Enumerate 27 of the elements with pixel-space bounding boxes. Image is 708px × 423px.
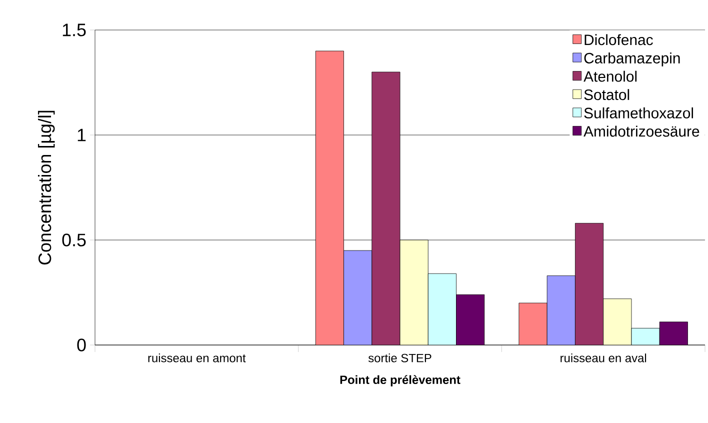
y-tick-label: 1.5: [62, 24, 86, 36]
legend-label: Atenolol: [584, 70, 637, 82]
legend-label: Sulfamethoxazol: [584, 107, 694, 118]
y-axis-title: Concentration [µg/l]: [38, 110, 55, 265]
x-tick-label: ruisseau en amont: [148, 354, 246, 362]
x-tick-label: sortie STEP: [368, 354, 432, 362]
bar: [603, 298, 632, 345]
legend-label: Diclofenac: [584, 34, 653, 46]
bar: [456, 294, 485, 345]
bar: [372, 72, 400, 345]
x-axis-title: Point de prélèvement: [340, 375, 460, 386]
bar: [518, 302, 548, 345]
bar: [315, 50, 344, 345]
y-tick-label: 1: [78, 128, 86, 142]
y-tick-label: 0.5: [62, 234, 86, 246]
bar: [631, 328, 660, 345]
legend-label: Amidotrizoesäure: [584, 126, 700, 137]
bar: [400, 240, 428, 345]
bar: [546, 276, 576, 345]
x-tick-label: ruisseau en aval: [560, 354, 646, 362]
bar: [575, 223, 604, 345]
bar: [659, 322, 688, 345]
y-tick-label: 0: [77, 338, 86, 352]
bar: [428, 273, 456, 345]
bar: [344, 250, 372, 345]
legend-label: Carbamazepin: [584, 52, 680, 66]
legend-label: Sotatol: [584, 89, 630, 100]
